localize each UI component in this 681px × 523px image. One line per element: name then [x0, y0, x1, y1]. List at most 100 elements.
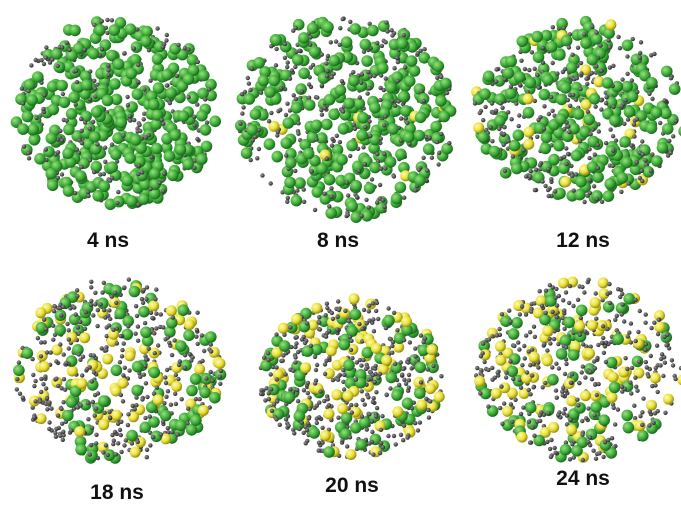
- green-atom: [98, 395, 110, 407]
- atom: [116, 189, 121, 195]
- atom: [508, 402, 514, 407]
- atom: [378, 136, 383, 141]
- atom: [367, 119, 372, 124]
- atom: [594, 392, 599, 398]
- green-atom: [369, 101, 381, 114]
- atom: [371, 317, 376, 322]
- atom: [627, 330, 632, 335]
- atom: [565, 97, 570, 103]
- atom: [119, 354, 125, 359]
- atom: [93, 86, 98, 92]
- atom: [576, 403, 581, 408]
- atom: [632, 403, 637, 408]
- atom: [396, 99, 401, 104]
- atom: [378, 85, 383, 91]
- atom: [21, 144, 27, 149]
- green-atom: [166, 317, 178, 329]
- atom: [285, 195, 290, 201]
- atom: [580, 364, 585, 369]
- atom: [562, 154, 567, 160]
- green-atom: [542, 404, 555, 417]
- atom: [77, 319, 83, 325]
- yellow-atom: [277, 322, 289, 334]
- yellow-atom: [584, 348, 595, 360]
- atom: [43, 374, 48, 379]
- atom: [129, 441, 135, 446]
- atom: [256, 146, 262, 152]
- atom: [176, 362, 182, 368]
- yellow-atom: [291, 313, 302, 325]
- green-atom: [27, 123, 40, 136]
- atom: [629, 391, 634, 396]
- atom: [109, 142, 115, 147]
- green-atom: [413, 129, 426, 142]
- atom: [59, 386, 64, 391]
- atom: [521, 148, 526, 153]
- green-atom: [343, 359, 355, 371]
- atom: [658, 363, 663, 368]
- atom: [328, 40, 333, 45]
- atom: [104, 333, 109, 339]
- atom: [136, 62, 141, 68]
- atom: [348, 347, 354, 353]
- atom: [302, 340, 308, 346]
- atom: [167, 340, 172, 345]
- atom: [291, 368, 296, 373]
- atom: [288, 387, 293, 392]
- atom: [596, 129, 601, 134]
- atom: [626, 181, 631, 186]
- atom: [640, 178, 645, 184]
- atom: [93, 302, 98, 307]
- atom: [550, 60, 555, 66]
- atom: [80, 373, 85, 378]
- green-atom: [660, 107, 672, 120]
- atom: [405, 120, 410, 126]
- atom: [580, 457, 586, 463]
- atom: [269, 387, 274, 392]
- atom: [293, 96, 299, 102]
- atom: [195, 310, 200, 315]
- green-atom: [516, 35, 529, 48]
- atom: [161, 325, 166, 330]
- atom: [647, 409, 652, 414]
- green-atom: [513, 71, 526, 83]
- green-atom: [325, 207, 338, 219]
- green-atom: [565, 61, 578, 74]
- green-atom: [259, 66, 271, 78]
- atom: [561, 385, 566, 391]
- atom: [563, 290, 569, 295]
- green-atom: [621, 39, 634, 52]
- atom: [339, 79, 345, 84]
- atom: [297, 48, 302, 53]
- atom: [322, 362, 328, 367]
- atom: [336, 307, 342, 313]
- atom: [605, 326, 610, 332]
- atom: [360, 397, 365, 403]
- atom: [182, 353, 188, 358]
- yellow-atom: [586, 319, 598, 331]
- atom: [633, 338, 638, 344]
- atom: [42, 92, 47, 98]
- atom: [389, 28, 394, 33]
- green-atom: [17, 123, 29, 135]
- atom: [319, 112, 325, 117]
- atom: [59, 45, 65, 50]
- panel-label: 8 ns: [317, 229, 359, 252]
- atom: [182, 365, 188, 371]
- atom: [648, 353, 653, 359]
- atom: [114, 341, 120, 346]
- atom: [301, 187, 306, 192]
- atom: [421, 98, 426, 104]
- atom: [294, 335, 299, 340]
- atom: [306, 82, 312, 87]
- green-atom: [353, 97, 366, 110]
- atom: [489, 101, 495, 106]
- green-atom: [68, 313, 81, 326]
- atom: [80, 354, 86, 359]
- atom: [406, 385, 411, 390]
- atom: [89, 285, 94, 290]
- atom: [87, 158, 93, 163]
- yellow-atom: [393, 341, 405, 353]
- green-atom: [400, 105, 412, 117]
- atom: [586, 277, 591, 282]
